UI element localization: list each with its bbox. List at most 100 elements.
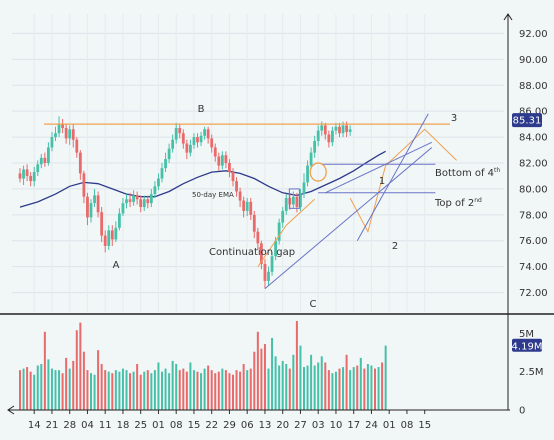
volume-bar	[58, 370, 61, 410]
volume-bar	[192, 370, 195, 410]
volume-tick-label: 5M	[519, 329, 534, 340]
volume-bar	[203, 368, 206, 410]
candle-body	[323, 125, 327, 135]
candle-body	[50, 137, 54, 148]
volume-bar	[338, 368, 341, 410]
volume-bar	[249, 368, 252, 410]
x-tick-label: 08	[170, 420, 183, 431]
y-tick-label: 80.00	[519, 184, 548, 195]
volume-bar	[274, 356, 277, 410]
volume-bar	[256, 331, 259, 410]
candle-body	[153, 186, 157, 195]
x-tick-label: 18	[117, 420, 130, 431]
volume-bar	[384, 345, 387, 410]
candle-body	[291, 196, 295, 205]
x-tick-label: 20	[276, 420, 289, 431]
volume-bar	[171, 360, 174, 410]
volume-bar	[246, 370, 249, 410]
candle-body	[228, 163, 231, 173]
x-tick-label: 06	[241, 420, 254, 431]
volume-bar	[125, 370, 128, 410]
volume-bar	[168, 373, 171, 410]
candle-body	[242, 200, 246, 211]
candle-body	[71, 129, 75, 140]
volume-bar	[349, 370, 352, 410]
candle-body	[93, 195, 96, 204]
x-tick-label: 03	[312, 420, 325, 431]
y-tick-label: 92.00	[519, 29, 548, 40]
volume-bar	[253, 351, 256, 410]
y-tick-label: 88.00	[519, 81, 548, 92]
candle-body	[281, 210, 285, 223]
y-tick-label: 74.00	[519, 262, 548, 273]
candle-body	[146, 199, 150, 204]
last-price-tag	[512, 113, 542, 128]
volume-bar	[224, 370, 227, 410]
volume-bar	[267, 368, 270, 410]
last-volume-tag	[512, 338, 542, 352]
candle-body	[43, 157, 47, 163]
volume-bar	[26, 367, 29, 410]
volume-bar	[200, 373, 203, 410]
candle-body	[263, 264, 267, 281]
volume-bar	[107, 371, 110, 410]
volume-bar	[150, 373, 153, 410]
candle-body	[231, 172, 235, 182]
candles-layer	[18, 116, 352, 289]
lower-channel-line	[264, 147, 433, 290]
channel-line-2	[325, 141, 433, 194]
volume-bar	[146, 370, 149, 410]
candle-body	[284, 197, 288, 211]
candle-body	[121, 203, 125, 214]
volume-bar	[281, 360, 284, 410]
candle-body	[199, 135, 203, 143]
candle-body	[217, 156, 221, 166]
candle-body	[316, 130, 320, 141]
volume-bar	[317, 362, 320, 410]
candle-body	[103, 235, 107, 246]
volume-bar	[118, 371, 121, 410]
axes-layer: 92.00 90.00 88.00 86.00 84.00 82.00 80.00 78.00…	[0, 13, 554, 431]
x-tick-label: 11	[99, 420, 112, 431]
y-tick-label: 82.00	[519, 159, 548, 170]
last-volume-label: 4.19M	[512, 341, 543, 352]
y-tick-label: 84.00	[519, 133, 548, 144]
volume-bar	[90, 373, 92, 410]
candle-body	[18, 173, 22, 179]
volume-bar	[356, 365, 359, 410]
candle-body	[309, 152, 313, 166]
volume-bar	[100, 364, 103, 410]
volume-bar	[132, 371, 135, 410]
volume-bar	[68, 368, 71, 410]
candle-body	[245, 201, 249, 211]
candle-body	[174, 128, 178, 140]
candle-body	[192, 137, 196, 145]
candle-body	[125, 199, 128, 204]
volume-bar	[260, 348, 263, 410]
volume-bar	[285, 364, 288, 410]
volume-bar	[278, 365, 281, 410]
volume-bar	[189, 362, 192, 410]
candle-body	[313, 140, 317, 153]
overlay-lines	[44, 113, 457, 290]
volume-bar	[242, 364, 245, 410]
continuation-gap-label: Continuation gap	[209, 247, 295, 258]
volume-bar	[33, 374, 36, 410]
volume-bar	[175, 364, 178, 410]
bottom-of-4th-sup: th	[494, 167, 500, 174]
candle-body	[114, 227, 118, 240]
volume-bars-layer	[19, 321, 387, 410]
volume-bar	[93, 374, 96, 410]
volume-bar	[217, 371, 220, 410]
volume-bar	[271, 337, 274, 410]
candle-body	[274, 240, 277, 257]
continuation-gap-line	[257, 198, 315, 267]
candle-body	[64, 128, 68, 139]
label-1: 1	[379, 176, 385, 187]
candle-body	[302, 182, 306, 195]
candle-body	[224, 155, 228, 163]
candle-body	[100, 212, 104, 236]
